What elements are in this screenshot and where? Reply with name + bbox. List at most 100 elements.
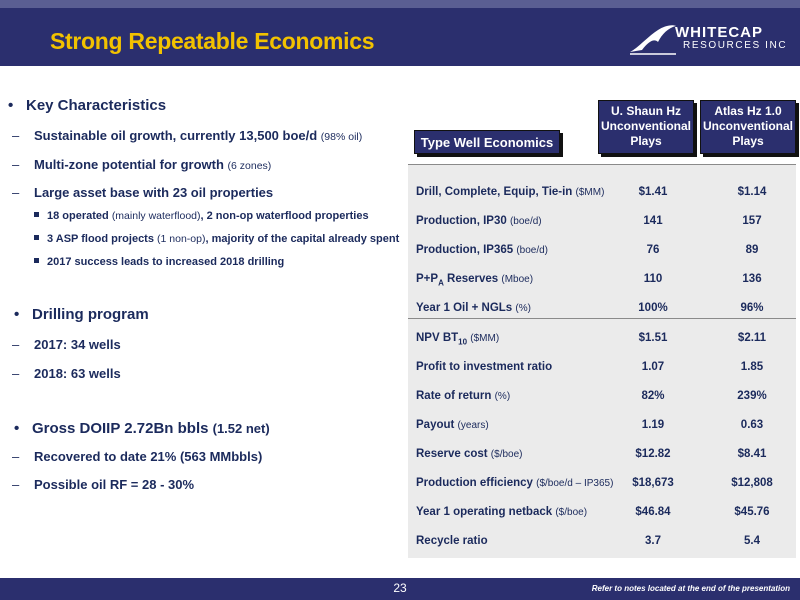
sub-item-note: (mainly waterflood) bbox=[111, 210, 201, 222]
column-header-u-shaun: U. Shaun Hz Unconventional Plays bbox=[598, 100, 694, 154]
sub-item-2: 3 ASP flood projects (1 non-op), majorit… bbox=[34, 233, 399, 245]
value-atlas: 89 bbox=[745, 244, 759, 256]
col-header-line: Unconventional bbox=[600, 119, 691, 133]
row-label: Recycle ratio bbox=[416, 535, 488, 547]
drilling-title: Drilling program bbox=[32, 306, 149, 323]
value-u-shaun: 100% bbox=[638, 302, 668, 314]
value-u-shaun: 82% bbox=[641, 390, 665, 402]
row-label: Reserve cost ($/boe) bbox=[416, 448, 523, 460]
sub-item-text: 18 operated bbox=[47, 210, 112, 222]
table-middle-rule bbox=[408, 318, 796, 319]
col-header-line: Atlas Hz 1.0 bbox=[714, 104, 782, 118]
gross-title: Gross DOIIP 2.72Bn bbls bbox=[32, 420, 213, 437]
footer-note: Refer to notes located at the end of the… bbox=[591, 584, 790, 593]
value-atlas: $2.11 bbox=[737, 332, 767, 344]
value-atlas: 239% bbox=[737, 390, 767, 402]
key-item-1: – Sustainable oil growth, currently 13,50… bbox=[12, 128, 363, 143]
row-label: Production, IP30 (boe/d) bbox=[416, 215, 542, 227]
value-atlas: $1.14 bbox=[737, 186, 767, 198]
table-row: P+PA Reserves (Mboe) 110 136 bbox=[408, 265, 796, 294]
table-row: Production efficiency ($/boe/d – IP365) $… bbox=[408, 469, 796, 498]
value-u-shaun: 76 bbox=[646, 244, 660, 256]
sub-item-1: 18 operated (mainly waterflood), 2 non-o… bbox=[34, 210, 369, 222]
col-header-line: Plays bbox=[732, 134, 764, 148]
value-u-shaun: $12.82 bbox=[635, 448, 671, 460]
table-row: Drill, Complete, Equip, Tie-in ($MM) $1.4… bbox=[408, 178, 796, 207]
key-item-text: Multi-zone potential for growth bbox=[34, 157, 228, 172]
page-number: 23 bbox=[393, 581, 407, 595]
gross-item-text: Recovered to date 21% (563 MMbbls) bbox=[34, 449, 263, 464]
row-label: Payout (years) bbox=[416, 419, 489, 431]
economics-table: Drill, Complete, Equip, Tie-in ($MM) $1.4… bbox=[408, 164, 796, 558]
row-label: Rate of return (%) bbox=[416, 390, 511, 402]
row-label: Year 1 Oil + NGLs (%) bbox=[416, 302, 531, 314]
row-label: Drill, Complete, Equip, Tie-in ($MM) bbox=[416, 186, 605, 198]
key-item-2: – Multi-zone potential for growth (6 zone… bbox=[12, 157, 272, 172]
sub-item-note: (1 non-op) bbox=[157, 233, 206, 245]
bullet-drilling-program: • Drilling program bbox=[14, 306, 149, 323]
gross-item-1: – Recovered to date 21% (563 MMbbls) bbox=[12, 449, 263, 464]
value-u-shaun: 110 bbox=[643, 273, 663, 285]
bullet-gross-doiip: • Gross DOIIP 2.72Bn bbls (1.52 net) bbox=[14, 420, 270, 437]
square-bullet-icon bbox=[34, 212, 39, 217]
value-u-shaun: $1.51 bbox=[638, 332, 668, 344]
gross-item-2: – Possible oil RF = 28 - 30% bbox=[12, 477, 195, 492]
logo-name: WHITECAP bbox=[675, 24, 763, 41]
column-header-atlas: Atlas Hz 1.0 Unconventional Plays bbox=[700, 100, 796, 154]
row-label: Profit to investment ratio bbox=[416, 361, 553, 373]
table-top-rule bbox=[408, 164, 796, 165]
value-atlas: 0.63 bbox=[740, 419, 764, 431]
table-row: Recycle ratio 3.7 5.4 bbox=[408, 527, 796, 556]
value-u-shaun: 1.19 bbox=[641, 419, 665, 431]
key-item-3: – Large asset base with 23 oil properties bbox=[12, 185, 274, 200]
value-u-shaun: $46.84 bbox=[635, 506, 671, 518]
value-atlas: $45.76 bbox=[734, 506, 770, 518]
value-u-shaun: 141 bbox=[643, 215, 663, 227]
value-atlas: 136 bbox=[742, 273, 762, 285]
table-row: Production, IP365 (boe/d) 76 89 bbox=[408, 236, 796, 265]
drilling-item-text: 2017: 34 wells bbox=[34, 337, 121, 352]
value-u-shaun: $1.41 bbox=[638, 186, 668, 198]
drilling-item-2: –2018: 63 wells bbox=[12, 366, 121, 381]
value-atlas: $8.41 bbox=[737, 448, 767, 460]
type-well-economics-label: Type Well Economics bbox=[414, 130, 560, 154]
table-row: Profit to investment ratio 1.07 1.85 bbox=[408, 353, 796, 382]
key-item-text: Sustainable oil growth, currently 13,500… bbox=[34, 128, 321, 143]
gross-item-text: Possible oil RF = 28 - 30% bbox=[34, 477, 195, 492]
square-bullet-icon bbox=[34, 258, 39, 263]
drilling-item-text: 2018: 63 wells bbox=[34, 366, 121, 381]
sub-item-3: 2017 success leads to increased 2018 dri… bbox=[34, 256, 284, 268]
bullet-key-characteristics: • Key Characteristics bbox=[8, 97, 167, 114]
row-label: Year 1 operating netback ($/boe) bbox=[416, 506, 588, 518]
value-atlas: 1.85 bbox=[740, 361, 764, 373]
drilling-item-1: –2017: 34 wells bbox=[12, 337, 121, 352]
company-logo: WHITECAP RESOURCES INC bbox=[628, 20, 788, 60]
value-atlas: 96% bbox=[740, 302, 764, 314]
footer-bar: 23 Refer to notes located at the end of … bbox=[0, 578, 800, 600]
key-item-note: (98% oil) bbox=[320, 131, 363, 143]
row-label: Production, IP365 (boe/d) bbox=[416, 244, 549, 256]
value-u-shaun: 1.07 bbox=[641, 361, 665, 373]
sub-item-text: 3 ASP flood projects bbox=[47, 233, 158, 245]
value-u-shaun: $18,673 bbox=[632, 477, 674, 489]
table-row: NPV BT10 ($MM) $1.51 $2.11 bbox=[408, 324, 796, 353]
table-row: Reserve cost ($/boe) $12.82 $8.41 bbox=[408, 440, 796, 469]
key-item-note: (6 zones) bbox=[227, 160, 272, 172]
table-row: Rate of return (%) 82% 239% bbox=[408, 382, 796, 411]
col-header-line: U. Shaun Hz bbox=[610, 104, 681, 118]
sub-item-text: , 2 non-op waterflood properties bbox=[200, 210, 369, 222]
sub-item-text: 2017 success leads to increased 2018 dri… bbox=[47, 256, 285, 268]
row-label: NPV BT10 ($MM) bbox=[416, 332, 500, 347]
table-row: Year 1 operating netback ($/boe) $46.84 $4… bbox=[408, 498, 796, 527]
logo-subtitle: RESOURCES INC bbox=[683, 40, 788, 51]
row-label: Production efficiency ($/boe/d – IP365) bbox=[416, 477, 614, 489]
wave-logo-icon bbox=[630, 25, 676, 55]
sub-item-text: , majority of the capital already spent bbox=[205, 233, 400, 245]
key-title: Key Characteristics bbox=[26, 97, 167, 114]
col-header-line: Plays bbox=[630, 134, 662, 148]
value-atlas: 157 bbox=[742, 215, 762, 227]
row-label: P+PA Reserves (Mboe) bbox=[416, 273, 534, 288]
key-item-text: Large asset base with 23 oil properties bbox=[34, 185, 274, 200]
col-header-line: Unconventional bbox=[702, 119, 793, 133]
table-row: Production, IP30 (boe/d) 141 157 bbox=[408, 207, 796, 236]
